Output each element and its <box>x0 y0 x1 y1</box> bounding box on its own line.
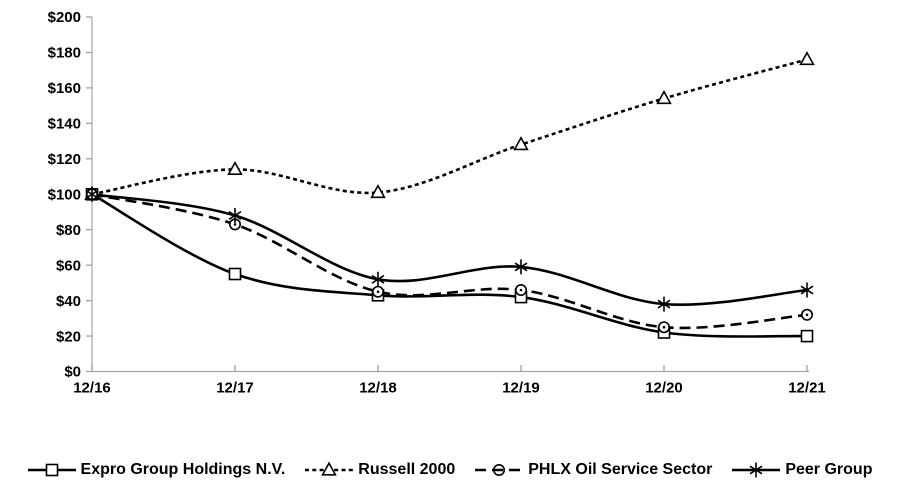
x-axis-tick-label: 12/19 <box>502 380 540 397</box>
circle-marker-dot <box>662 325 666 329</box>
y-axis-tick-label: $160 <box>48 80 81 97</box>
series-line-peer-group <box>91 193 808 306</box>
chart-legend: Expro Group Holdings N.V. Russell 2000 PHL… <box>0 452 900 488</box>
star-marker-icon <box>749 462 763 478</box>
x-axis-tick-label: 12/21 <box>788 380 826 397</box>
y-axis-tick-label: $180 <box>48 45 81 62</box>
y-axis-tick-label: $80 <box>56 222 81 239</box>
square-marker-icon <box>45 463 58 477</box>
circle-marker-dot <box>376 290 380 294</box>
legend-item-expro-group-holdings-n-v: Expro Group Holdings N.V. <box>27 461 286 479</box>
circle-marker-dot <box>233 223 237 226</box>
y-axis-tick-label: $140 <box>48 116 81 133</box>
y-axis-tick-label: $60 <box>56 257 81 274</box>
x-axis-tick-label: 12/17 <box>216 380 254 397</box>
circle-marker-dot <box>519 288 523 292</box>
y-axis-tick-label: $40 <box>56 293 81 310</box>
series-markers-phlx-oil-service-sector <box>86 188 813 334</box>
circle-marker-icon <box>493 464 506 476</box>
y-axis-tick-label: $100 <box>48 186 81 203</box>
legend-item-phlx-oil-service-sector: PHLX Oil Service Sector <box>475 461 712 479</box>
series-markers-russell-2000 <box>84 51 815 200</box>
series-markers-peer-group <box>85 186 814 312</box>
triangle-marker-icon <box>656 90 672 105</box>
legend-label-russell-2000: Russell 2000 <box>358 461 456 478</box>
performance-line-chart: $0 $20 $40 $60 $80 $100 $120 $140 $160 $180 $200 12… <box>48 9 826 397</box>
legend-label-expro-group-holdings-n-v: Expro Group Holdings N.V. <box>80 461 286 478</box>
series-line-expro-group-holdings-n-v <box>91 193 808 338</box>
triangle-marker-icon <box>321 461 338 476</box>
legend-solid-line-sample <box>27 463 76 477</box>
legend-label-phlx-oil-service-sector: PHLX Oil Service Sector <box>528 461 713 478</box>
y-axis-tick-label: $0 <box>64 364 81 381</box>
x-axis-tick-label: 12/20 <box>645 380 683 397</box>
star-marker-icon <box>657 296 671 312</box>
x-axis-tick-label: 12/16 <box>73 380 111 397</box>
series-line-phlx-oil-service-sector <box>91 193 808 330</box>
legend-dotted-line-sample <box>305 461 354 476</box>
star-marker-icon <box>228 208 242 223</box>
legend-item-russell-2000: Russell 2000 <box>305 461 455 479</box>
triangle-marker-icon <box>513 136 529 151</box>
star-marker-icon <box>800 282 814 298</box>
circle-marker-dot <box>805 313 809 317</box>
x-axis-tick-label: 12/18 <box>359 380 397 397</box>
legend-dashed-line-sample <box>475 464 524 476</box>
legend-solid-line-sample <box>732 462 781 478</box>
series-markers-expro-group-holdings-n-v <box>85 188 814 343</box>
legend-label-peer-group: Peer Group <box>785 461 873 478</box>
triangle-marker-icon <box>799 51 815 66</box>
square-marker-icon <box>800 329 814 343</box>
triangle-marker-icon <box>370 184 386 199</box>
star-marker-icon <box>371 271 385 287</box>
y-axis-tick-label: $120 <box>48 151 81 168</box>
star-marker-icon <box>514 259 528 275</box>
legend-item-peer-group: Peer Group <box>732 461 872 479</box>
y-axis-tick-label: $20 <box>56 328 81 345</box>
series-line-russell-2000 <box>91 58 808 196</box>
star-marker-icon <box>85 186 99 202</box>
y-axis-tick-label: $200 <box>48 9 81 26</box>
triangle-marker-icon <box>227 160 243 175</box>
square-marker-icon <box>228 267 242 281</box>
